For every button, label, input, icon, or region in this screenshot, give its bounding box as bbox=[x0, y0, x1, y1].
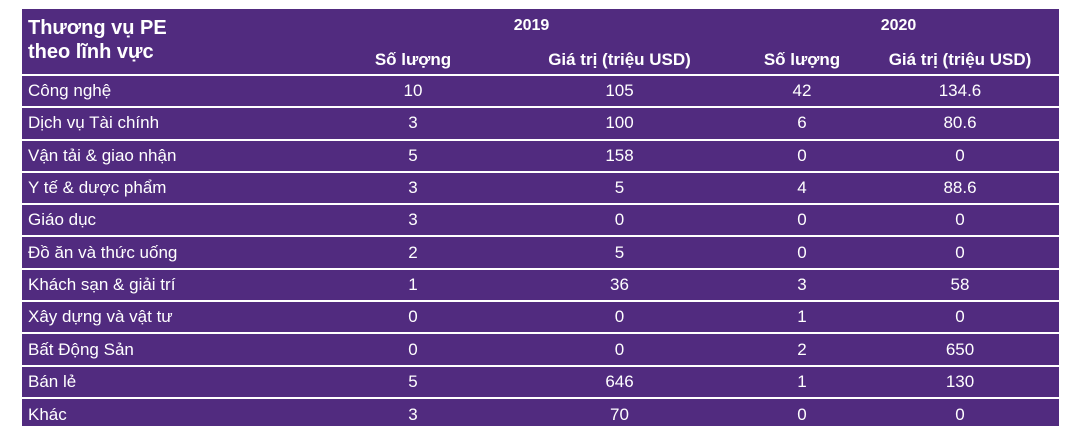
sector-cell: Xây dựng và vật tư bbox=[28, 307, 173, 327]
col-value-2020-header: Giá trị (triệu USD) bbox=[888, 50, 1032, 69]
count-2020-cell: 0 bbox=[797, 145, 807, 165]
count-2020-cell: 0 bbox=[797, 210, 807, 230]
year-2019-header: 2019 bbox=[513, 17, 550, 34]
table-row: Xây dựng và vật tư 0 0 1 0 bbox=[22, 302, 1059, 335]
count-2019-cell: 3 bbox=[408, 210, 418, 230]
col-count-2020-header: Số lượng bbox=[763, 50, 841, 69]
value-2019-cell: 70 bbox=[610, 405, 629, 425]
table-title: Thương vụ PE theo lĩnh vực bbox=[28, 16, 167, 64]
table-row: Y tế & dược phẩm 3 5 4 88.6 bbox=[22, 173, 1059, 206]
count-2020-cell: 0 bbox=[797, 242, 807, 262]
table-row: Giáo dục 3 0 0 0 bbox=[22, 205, 1059, 238]
value-2020-cell: 0 bbox=[955, 242, 965, 262]
table-row: Khách sạn & giải trí 1 36 3 58 bbox=[22, 270, 1059, 303]
value-2020-cell: 0 bbox=[955, 145, 965, 165]
count-2020-cell: 0 bbox=[797, 405, 807, 425]
table-row: Bán lẻ 5 646 1 130 bbox=[22, 367, 1059, 399]
value-2019-cell: 36 bbox=[610, 274, 629, 294]
value-2019-cell: 0 bbox=[614, 307, 625, 327]
sector-cell: Công nghệ bbox=[28, 81, 112, 101]
count-2020-cell: 6 bbox=[797, 113, 807, 133]
count-2020-cell: 4 bbox=[797, 178, 807, 198]
count-2020-cell: 3 bbox=[797, 274, 807, 294]
count-2019-cell: 10 bbox=[403, 81, 423, 101]
sector-cell: Khác bbox=[28, 405, 67, 425]
count-2019-cell: 2 bbox=[408, 242, 418, 262]
table-row: Vận tải & giao nhận 5 158 0 0 bbox=[22, 141, 1059, 173]
col-value-2019-header: Giá trị (triệu USD) bbox=[548, 50, 691, 69]
value-2020-cell: 650 bbox=[945, 339, 975, 359]
sector-cell: Y tế & dược phẩm bbox=[28, 178, 167, 198]
table-title-line2: theo lĩnh vực bbox=[28, 41, 154, 63]
value-2019-cell: 0 bbox=[614, 339, 625, 359]
value-2019-cell: 5 bbox=[614, 178, 625, 198]
table-title-line1: Thương vụ PE bbox=[28, 17, 167, 39]
count-2019-cell: 5 bbox=[408, 371, 418, 391]
value-2019-cell: 646 bbox=[605, 371, 634, 391]
sector-cell: Bất Động Sản bbox=[28, 339, 134, 359]
pe-deals-table: Thương vụ PE theo lĩnh vực 2019 2020 Số … bbox=[22, 9, 1059, 426]
sector-cell: Khách sạn & giải trí bbox=[28, 274, 176, 294]
count-2019-cell: 3 bbox=[408, 178, 418, 198]
year-2020-header: 2020 bbox=[880, 17, 917, 34]
value-2020-cell: 0 bbox=[955, 210, 965, 230]
value-2020-cell: 80.6 bbox=[943, 113, 977, 133]
table-header: Thương vụ PE theo lĩnh vực 2019 2020 Số … bbox=[22, 9, 1059, 76]
sector-cell: Vận tải & giao nhận bbox=[28, 145, 177, 165]
table-row: Đồ ăn và thức uống 2 5 0 0 bbox=[22, 237, 1059, 270]
count-2019-cell: 5 bbox=[408, 145, 418, 165]
value-2019-cell: 100 bbox=[605, 113, 634, 133]
value-2020-cell: 134.6 bbox=[938, 81, 982, 101]
sector-cell: Dịch vụ Tài chính bbox=[28, 113, 160, 133]
col-count-2019-header: Số lượng bbox=[374, 50, 452, 69]
count-2019-cell: 0 bbox=[408, 339, 418, 359]
count-2020-cell: 2 bbox=[797, 339, 807, 359]
value-2020-cell: 0 bbox=[955, 307, 965, 327]
sector-cell: Bán lẻ bbox=[28, 371, 77, 391]
sector-cell: Giáo dục bbox=[28, 210, 97, 230]
value-2020-cell: 58 bbox=[950, 274, 970, 294]
count-2020-cell: 1 bbox=[797, 307, 807, 327]
sector-cell: Đồ ăn và thức uống bbox=[28, 242, 178, 262]
count-2019-cell: 0 bbox=[408, 307, 418, 327]
table-row: Khác 3 70 0 0 bbox=[22, 399, 1059, 431]
value-2020-cell: 88.6 bbox=[943, 178, 977, 198]
table-row: Bất Động Sản 0 0 2 650 bbox=[22, 334, 1059, 367]
count-2019-cell: 3 bbox=[408, 113, 418, 133]
count-2019-cell: 3 bbox=[408, 405, 418, 425]
value-2019-cell: 105 bbox=[605, 81, 634, 101]
value-2020-cell: 130 bbox=[945, 371, 975, 391]
count-2020-cell: 42 bbox=[792, 81, 812, 101]
table-row: Dịch vụ Tài chính 3 100 6 80.6 bbox=[22, 108, 1059, 141]
count-2019-cell: 1 bbox=[408, 274, 418, 294]
table-row: Công nghệ 10 105 42 134.6 bbox=[22, 76, 1059, 109]
value-2019-cell: 158 bbox=[605, 145, 634, 165]
value-2020-cell: 0 bbox=[955, 405, 965, 425]
value-2019-cell: 0 bbox=[614, 210, 625, 230]
value-2019-cell: 5 bbox=[614, 242, 625, 262]
count-2020-cell: 1 bbox=[797, 371, 807, 391]
